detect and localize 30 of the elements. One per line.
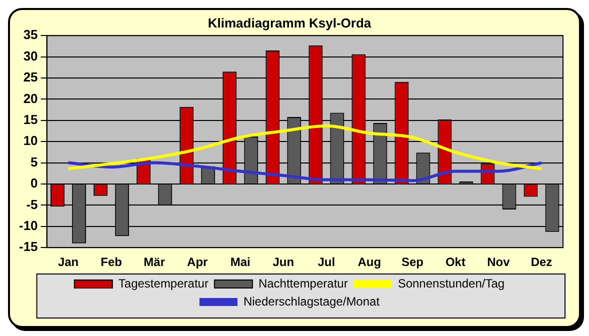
legend-label: Sonnenstunden/Tag (398, 276, 505, 290)
chart-title: Klimadiagramm Ksyl-Orda (208, 15, 372, 30)
x-tick-label: Okt (445, 255, 466, 270)
x-tick-label: Jun (272, 255, 294, 270)
y-tick-label: 20 (23, 90, 38, 106)
x-tick-label: Dez (530, 255, 552, 270)
y-tick-label: -10 (18, 218, 38, 233)
line-series (66, 124, 543, 170)
x-tick-label: Jan (58, 255, 79, 270)
y-tick-label: 30 (23, 48, 38, 64)
x-tick-label: Feb (100, 255, 122, 270)
legend-label: Niederschlagstage/Monat (243, 294, 380, 308)
y-tick-label: 15 (23, 112, 38, 127)
legend-label: Nachttemperatur (258, 276, 348, 290)
x-tick-label: Sep (401, 255, 424, 270)
y-tick-label: 10 (23, 133, 38, 148)
y-tick-label: 5 (30, 154, 38, 170)
x-tick-label: Mär (144, 255, 166, 270)
legend-label: Tagestemperatur (118, 276, 208, 290)
line-series (66, 161, 543, 182)
y-tick-label: -15 (18, 239, 38, 254)
y-tick-label: 35 (23, 27, 38, 42)
x-tick-label: Apr (187, 255, 208, 270)
y-tick-label: 25 (23, 70, 38, 85)
x-tick-label: Mai (230, 255, 250, 270)
y-tick-label: 0 (30, 176, 38, 191)
x-tick-label: Aug (358, 255, 382, 270)
x-tick-label: Nov (487, 255, 510, 270)
y-tick-label: -5 (26, 196, 38, 212)
x-tick-label: Jul (318, 255, 336, 270)
